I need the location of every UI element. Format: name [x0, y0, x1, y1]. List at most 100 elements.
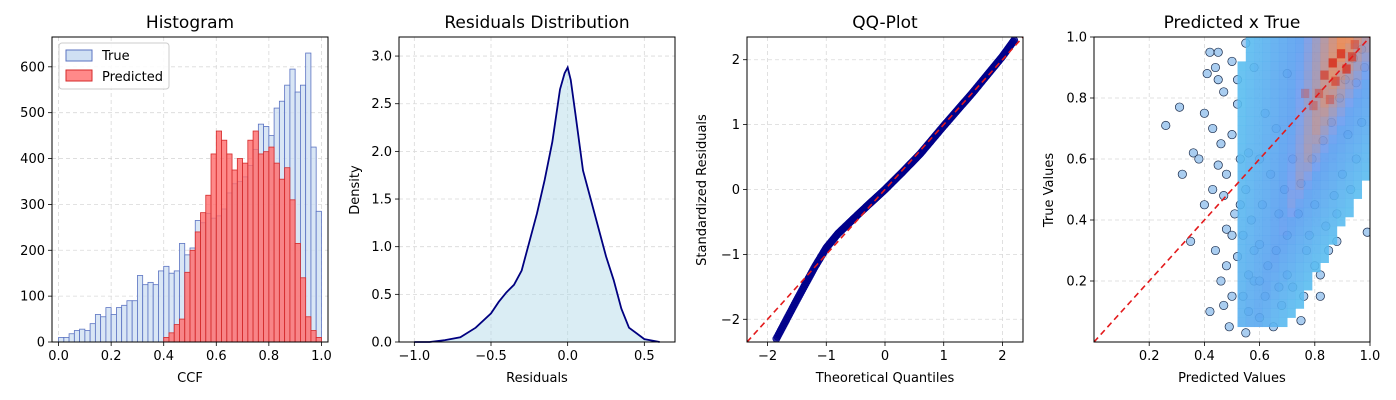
density-cell [1262, 216, 1271, 227]
density-cell [1312, 116, 1321, 126]
density-cell [1254, 198, 1263, 209]
density-cell [1303, 244, 1313, 254]
density-cell [1295, 281, 1305, 291]
density-cell [1345, 134, 1354, 145]
predicted-bar [294, 242, 301, 343]
predicted-bar [305, 316, 312, 343]
density-cell [1278, 61, 1288, 71]
density-cell [1262, 308, 1271, 318]
resid-ytick-label: 2.0 [371, 145, 392, 160]
density-cell [1278, 198, 1288, 209]
density-cell [1312, 61, 1321, 71]
density-cell [1287, 189, 1296, 199]
density-cell [1312, 226, 1321, 236]
density-cell [1295, 43, 1305, 53]
predicted-bar [299, 277, 307, 343]
density-cell [1295, 198, 1305, 209]
residuals-xlabel: Residuals [506, 371, 568, 386]
predicted-bar [247, 139, 254, 343]
pt-ytick-label: 0.8 [1066, 92, 1087, 107]
density-cell [1237, 134, 1247, 145]
pred-true-reference-line [1094, 37, 1370, 342]
density-hotspot [1325, 94, 1335, 105]
hist-ytick-label: 0 [37, 336, 45, 351]
density-cell [1287, 125, 1296, 135]
pt-xtick-label: 0.6 [1249, 349, 1270, 364]
density-cell [1254, 125, 1263, 135]
density-cell [1312, 189, 1321, 199]
density-cell [1295, 70, 1305, 80]
histogram-panel: Histogram 0.0 0.2 0.4 0.6 0.8 1.0 0 100 200 300 40… [20, 13, 332, 386]
density-cell [1361, 125, 1370, 135]
kde-line [414, 65, 660, 343]
qq-ylabel: Standardized Residuals [695, 114, 710, 266]
scatter-point [1161, 120, 1171, 130]
density-cell [1237, 180, 1247, 190]
density-cell [1287, 107, 1296, 117]
scatter-point [1221, 224, 1232, 234]
true-bar [79, 328, 86, 343]
density-cell [1254, 189, 1263, 199]
density-cell [1262, 299, 1271, 309]
pt-xtick-label: 0.4 [1194, 349, 1215, 364]
density-cell [1262, 162, 1271, 172]
density-cell [1312, 262, 1321, 273]
density-cell [1270, 162, 1280, 172]
density-cell [1312, 143, 1321, 154]
qq-reference-segment [747, 37, 1023, 342]
density-cell [1328, 98, 1338, 108]
density-cell [1336, 189, 1346, 199]
density-cell [1303, 207, 1313, 218]
density-cell [1312, 152, 1321, 163]
true-bar [121, 304, 128, 343]
pred-true-ylabel: True Values [1042, 153, 1057, 228]
density-cell [1345, 152, 1354, 163]
density-cell [1287, 299, 1296, 309]
scatter-point [1227, 291, 1237, 301]
density-cell [1270, 37, 1280, 44]
density-cell [1254, 180, 1263, 190]
density-cell [1295, 253, 1305, 263]
density-cell [1254, 216, 1263, 227]
density-cell [1312, 107, 1321, 117]
density-cell [1320, 198, 1329, 209]
scatter-point [1362, 227, 1370, 237]
density-cell [1312, 70, 1321, 80]
density-cell [1245, 207, 1255, 218]
density-cell [1361, 98, 1370, 108]
density-cell [1328, 88, 1338, 99]
density-cell [1287, 37, 1296, 44]
density-cell [1312, 134, 1321, 145]
histogram-ticks: 0.0 0.2 0.4 0.6 0.8 1.0 0 100 200 300 400 500 600 [20, 60, 332, 364]
qq-ytick-label: 1 [732, 118, 740, 133]
predicted-bar [194, 231, 201, 343]
density-cell [1287, 134, 1296, 145]
hist-ytick-label: 200 [20, 244, 45, 259]
density-cell [1312, 37, 1321, 44]
pred-true-reference-segment [1094, 37, 1370, 342]
density-cell [1245, 235, 1255, 245]
density-cell [1245, 180, 1255, 190]
density-cell [1295, 134, 1305, 145]
qq-xtick-label: 0 [881, 349, 889, 364]
density-cell [1270, 88, 1280, 99]
qq-xlabel: Theoretical Quantiles [815, 371, 955, 386]
density-cell [1361, 52, 1370, 62]
density-cell [1320, 88, 1329, 99]
resid-xtick-label: 0.5 [634, 349, 655, 364]
density-cell [1295, 125, 1305, 135]
density-cell [1245, 198, 1255, 209]
predicted-bar [184, 271, 191, 343]
density-cell [1270, 235, 1280, 245]
density-cell [1237, 216, 1247, 227]
scatter-point [1219, 87, 1229, 97]
density-cell [1295, 143, 1305, 154]
density-cell [1245, 262, 1255, 273]
density-cell [1254, 134, 1263, 145]
density-cell [1287, 52, 1296, 62]
predicted-bar [210, 153, 217, 343]
density-cell [1295, 271, 1305, 282]
density-cell [1287, 180, 1296, 190]
pt-ytick-label: 0.6 [1066, 153, 1087, 168]
